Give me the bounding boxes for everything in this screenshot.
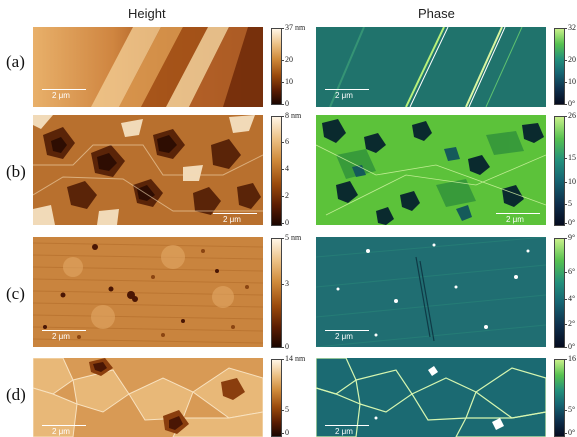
height-tick-a-0: 37 nm bbox=[280, 23, 306, 32]
row-label-c: (c) bbox=[6, 284, 25, 303]
height-image-c bbox=[33, 237, 263, 347]
phase-tick-b-2: 10 bbox=[564, 177, 576, 186]
phase-tick-b-0: 26 bbox=[564, 111, 576, 120]
phase-tick-c-4: 0° bbox=[563, 342, 576, 351]
height-colorbar-b bbox=[271, 116, 282, 226]
height-tick-b-0: 8 nm bbox=[280, 111, 302, 120]
phase-tick-b-4: 0° bbox=[563, 218, 576, 227]
height-tick-a-1: 20 bbox=[281, 55, 293, 64]
phase-tick-b-1: 15 bbox=[564, 153, 576, 162]
height-tick-c-2: 0 bbox=[281, 342, 289, 351]
phase-tick-a-0: 32 bbox=[564, 23, 576, 32]
phase-tick-d-0: 16 bbox=[564, 354, 576, 363]
row-label-b: (b) bbox=[6, 162, 26, 181]
height-tick-b-4: 0 bbox=[281, 218, 289, 227]
phase-image-c bbox=[316, 237, 546, 347]
height-image-a bbox=[33, 27, 263, 107]
height-tick-b-3: 2 bbox=[281, 191, 289, 200]
height-colorbar-c bbox=[271, 238, 282, 348]
height-tick-c-0: 5 nm bbox=[280, 233, 302, 242]
phase-tick-a-2: 10 bbox=[564, 77, 576, 86]
phase-tick-c-2: 4° bbox=[563, 294, 576, 303]
phase-tick-d-1: 5° bbox=[563, 405, 576, 414]
height-tick-b-1: 6 bbox=[281, 137, 289, 146]
phase-colorbar-b bbox=[554, 116, 565, 226]
height-tick-d-0: 14 nm bbox=[280, 354, 306, 363]
phase-image-b bbox=[316, 115, 546, 225]
phase-colorbar-c bbox=[554, 238, 565, 348]
phase-column-title: Phase bbox=[418, 6, 455, 21]
phase-tick-c-0: 9° bbox=[563, 233, 576, 242]
height-tick-a-2: 10 bbox=[281, 77, 293, 86]
height-tick-c-1: 3 bbox=[281, 279, 289, 288]
phase-colorbar-d bbox=[554, 359, 565, 437]
height-image-b bbox=[33, 115, 263, 225]
height-colorbar-a bbox=[271, 28, 282, 105]
height-tick-b-2: 4 bbox=[281, 164, 289, 173]
height-column-title: Height bbox=[128, 6, 166, 21]
row-label-a: (a) bbox=[6, 52, 25, 71]
phase-tick-b-3: 5 bbox=[564, 199, 572, 208]
phase-tick-c-3: 2° bbox=[563, 319, 576, 328]
height-colorbar-d bbox=[271, 359, 282, 437]
height-image-d bbox=[33, 358, 263, 437]
phase-tick-d-2: 0° bbox=[563, 428, 576, 437]
row-label-d: (d) bbox=[6, 385, 26, 404]
phase-tick-a-3: 0° bbox=[563, 99, 576, 108]
phase-image-d bbox=[316, 358, 546, 437]
height-tick-d-1: 5 bbox=[281, 405, 289, 414]
phase-colorbar-a bbox=[554, 28, 565, 105]
phase-tick-a-1: 20 bbox=[564, 55, 576, 64]
phase-image-a bbox=[316, 27, 546, 107]
height-tick-d-2: 0 bbox=[281, 428, 289, 437]
height-tick-a-3: 0 bbox=[281, 99, 289, 108]
phase-tick-c-1: 6° bbox=[563, 267, 576, 276]
